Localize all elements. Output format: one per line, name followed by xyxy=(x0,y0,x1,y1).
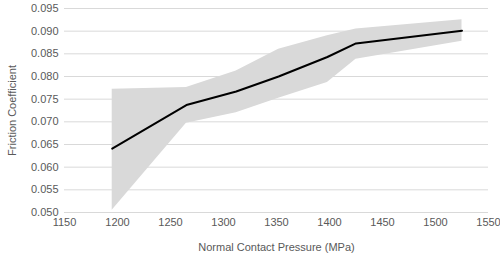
svg-text:1500: 1500 xyxy=(423,216,447,228)
svg-text:Friction Coefficient: Friction Coefficient xyxy=(6,65,18,156)
svg-text:1150: 1150 xyxy=(53,216,77,228)
svg-text:0.075: 0.075 xyxy=(31,93,59,105)
svg-text:1550: 1550 xyxy=(476,216,500,228)
svg-text:1350: 1350 xyxy=(264,216,288,228)
svg-text:0.080: 0.080 xyxy=(31,70,59,82)
svg-text:1200: 1200 xyxy=(105,216,129,228)
svg-text:1300: 1300 xyxy=(211,216,235,228)
svg-text:0.090: 0.090 xyxy=(31,25,59,37)
svg-text:0.060: 0.060 xyxy=(31,161,59,173)
svg-text:1250: 1250 xyxy=(158,216,182,228)
svg-text:0.055: 0.055 xyxy=(31,183,59,195)
svg-text:Normal Contact Pressure (MPa): Normal Contact Pressure (MPa) xyxy=(198,241,355,253)
svg-text:1400: 1400 xyxy=(317,216,341,228)
svg-text:0.065: 0.065 xyxy=(31,138,59,150)
svg-text:0.095: 0.095 xyxy=(31,2,59,14)
svg-text:1450: 1450 xyxy=(370,216,394,228)
svg-text:0.050: 0.050 xyxy=(31,206,59,218)
svg-text:0.070: 0.070 xyxy=(31,115,59,127)
svg-text:0.085: 0.085 xyxy=(31,47,59,59)
